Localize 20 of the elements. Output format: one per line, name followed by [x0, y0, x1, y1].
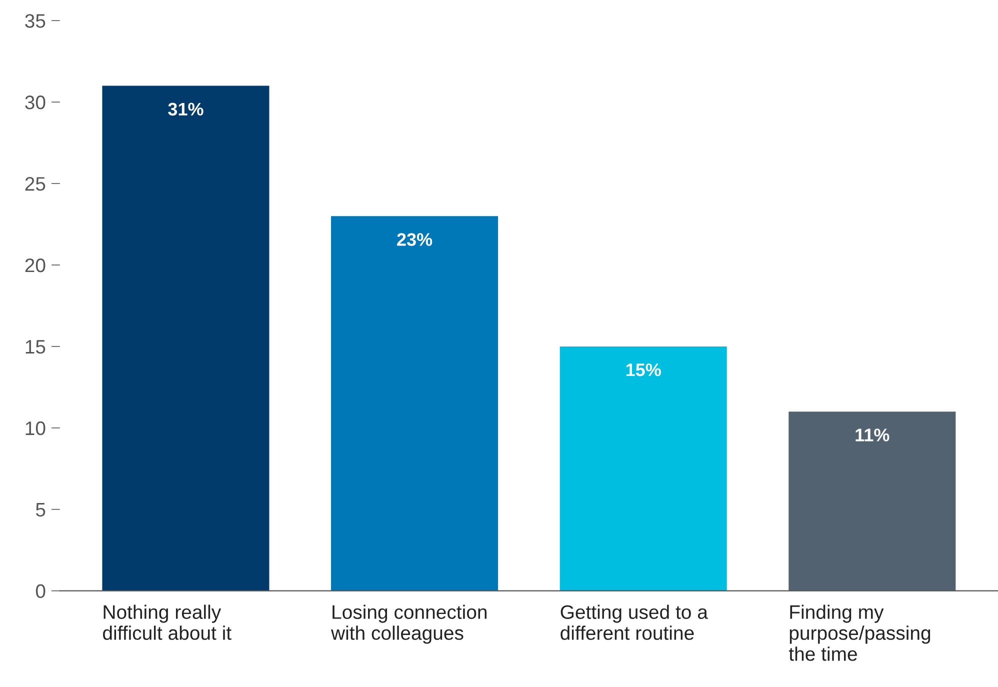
data-label: 11%: [856, 428, 890, 442]
y-tick-label: 35: [25, 14, 46, 28]
y-tick-label: 25: [25, 176, 46, 191]
x-tick-label: Losing connection with colleagues: [330, 604, 487, 644]
data-label: 23%: [397, 233, 432, 246]
data-label: 31%: [168, 102, 204, 116]
bar: [560, 346, 727, 591]
x-tick-label: Nothing really difficult about it: [103, 604, 232, 640]
x-tick-label: Getting used to a different routine: [560, 604, 708, 640]
y-tick-label: 0: [36, 584, 46, 598]
bar: [331, 216, 498, 591]
y-tick-label: 30: [25, 96, 46, 110]
y-tick-label: 15: [26, 340, 46, 354]
bar: [788, 412, 956, 591]
y-tick-label: 20: [25, 258, 46, 272]
bar: [102, 86, 270, 591]
x-tick-label: Finding my purpose/passing the time: [788, 604, 930, 661]
y-tick-label: 5: [36, 503, 46, 517]
data-label: 15%: [626, 363, 661, 376]
y-tick-label: 10: [26, 421, 46, 436]
